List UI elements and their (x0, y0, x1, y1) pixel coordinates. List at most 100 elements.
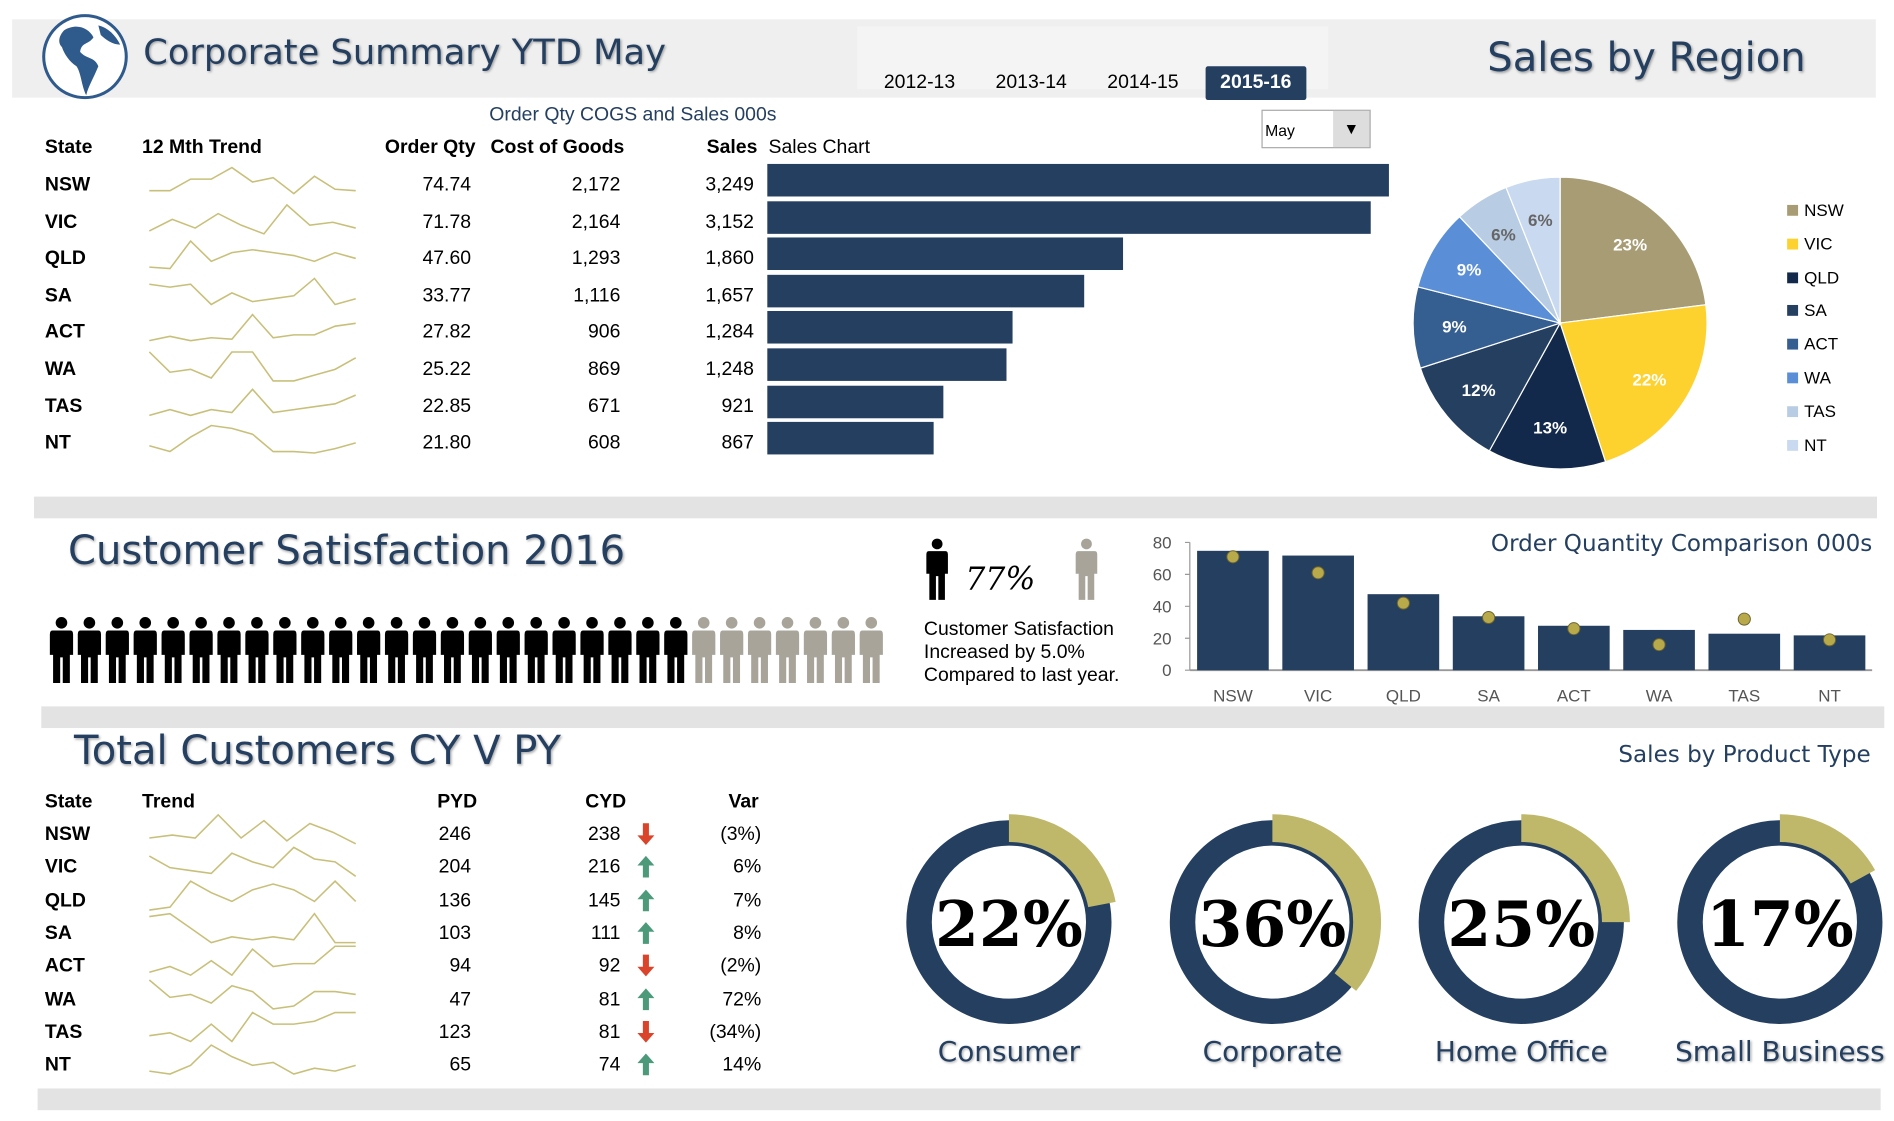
pie-slice-nsw (1559, 176, 1707, 324)
year-tab-2012-13[interactable]: 2012-13 (883, 72, 956, 93)
donut-track (906, 820, 1112, 1024)
unsatisfied-person-icon (692, 617, 716, 684)
trend-sparkline (149, 240, 356, 270)
satisfied-person-icon (217, 617, 241, 684)
year-tab-2014-15[interactable]: 2014-15 (1107, 72, 1179, 93)
order-qty-value: 47.60 (422, 248, 472, 270)
year-tab-2015-16[interactable]: 2015-16 (1205, 66, 1307, 101)
pyd-value: 123 (438, 1021, 472, 1043)
customers-title: Total Customers CY V PY (74, 726, 561, 774)
sales-value: 921 (721, 396, 754, 417)
pie-label: 6% (1528, 211, 1553, 230)
satisfied-person-icon (329, 617, 353, 684)
section-divider (33, 496, 1877, 519)
sales-bar (767, 348, 1007, 381)
sales-value: 3,152 (705, 211, 754, 233)
marker-qld (1396, 596, 1410, 610)
y-tick-label: 0 (1162, 661, 1171, 680)
page-title: Corporate Summary YTD May (143, 31, 666, 73)
trend-sparkline (149, 1044, 356, 1075)
trend-sparkline (149, 166, 356, 195)
var-value: 14% (722, 1054, 762, 1076)
pie-slice-nt (1505, 176, 1561, 324)
cyd-value: 74 (598, 1054, 621, 1076)
legend-swatch (1787, 271, 1799, 283)
pyd-value: 103 (438, 923, 472, 944)
legend-swatch (1787, 238, 1799, 250)
state-label: TAS (44, 396, 83, 417)
legend-label: QLD (1804, 267, 1840, 287)
legend-label: VIC (1804, 233, 1833, 253)
legend-act: ACT (1787, 334, 1838, 353)
col-cogs: Cost of Goods (490, 137, 625, 158)
sales-value: 3,249 (705, 174, 754, 196)
x-tick-label: VIC (1304, 687, 1332, 706)
order-quantity-title: Order Quantity Comparison 000s (1490, 530, 1873, 557)
marker-tas (1737, 612, 1751, 626)
pie-label: 6% (1491, 225, 1516, 244)
x-tick-label: NSW (1213, 687, 1253, 706)
trend-sparkline (149, 313, 356, 342)
y-tick-label: 80 (1153, 534, 1172, 553)
satisfied-person-icon (77, 617, 102, 684)
unsatisfied-person-icon (747, 617, 772, 684)
month-select[interactable]: May ▼ (1261, 109, 1371, 149)
trend-line (149, 387, 357, 416)
product-type-label: Corporate (1202, 1036, 1343, 1068)
col-order-qty: Order Qty (384, 137, 476, 158)
satisfied-person-icon (524, 617, 548, 684)
sales-value: 867 (721, 432, 754, 454)
satisfied-person-icon (468, 617, 492, 684)
donut-value-arc (1779, 814, 1876, 884)
trend-line (149, 1011, 356, 1043)
globe-icon (42, 14, 128, 100)
satisfaction-title: Customer Satisfaction 2016 (67, 526, 626, 574)
legend-wa: WA (1787, 368, 1831, 387)
var-value: (2%) (720, 956, 762, 977)
satisfied-person-icon (301, 617, 325, 684)
state-label: ACT (44, 956, 85, 977)
arrow-down-icon (637, 1020, 655, 1043)
cyd-value: 145 (587, 890, 621, 911)
arrow-down-icon (637, 954, 655, 977)
satisfied-person-icon (133, 617, 157, 684)
trend-sparkline (149, 424, 356, 455)
trend-line (149, 912, 356, 944)
region-pie-chart: 23% 22% 13% 12% 9% 9% 6% 6% (1412, 176, 1708, 470)
y-tick-label: 40 (1153, 597, 1172, 616)
trend-line (149, 277, 356, 306)
legend-nt: NT (1787, 435, 1827, 454)
var-value: 6% (733, 857, 762, 878)
state-label: VIC (44, 857, 78, 878)
trend-sparkline (148, 846, 357, 878)
state-label: SA (44, 923, 72, 944)
cogs-value: 2,164 (571, 211, 621, 233)
donut-value-arc (1520, 814, 1630, 923)
year-tab-2013-14[interactable]: 2013-14 (995, 72, 1067, 93)
cogs-value: 1,293 (571, 248, 621, 270)
sales-bar (767, 200, 1371, 234)
month-select-value: May (1265, 121, 1295, 140)
cogs-value: 608 (587, 432, 621, 454)
unsatisfied-person-icon (859, 617, 883, 684)
state-label: QLD (44, 248, 86, 270)
donut-percent: 36% (1198, 887, 1346, 961)
unsatisfied-person-icon (1075, 538, 1098, 600)
cyd-value: 92 (598, 956, 621, 977)
trend-line (149, 240, 356, 270)
var-value: 8% (733, 923, 762, 944)
order-qty-value: 71.78 (422, 211, 472, 233)
pie-label: 13% (1533, 419, 1567, 438)
arrow-down-icon (637, 823, 655, 845)
state-label: NSW (44, 824, 91, 845)
state-label: QLD (44, 890, 86, 911)
state-label: SA (44, 285, 72, 306)
satisfaction-line: Increased by 5.0% (923, 642, 1085, 663)
satisfied-person-icon (189, 617, 213, 684)
pie-label: 12% (1462, 381, 1496, 400)
chevron-down-icon[interactable]: ▼ (1333, 110, 1370, 148)
cogs-value: 906 (587, 322, 621, 343)
satisfaction-text: Customer Satisfaction Increased by 5.0% … (924, 618, 1119, 687)
legend-label: SA (1804, 300, 1827, 320)
